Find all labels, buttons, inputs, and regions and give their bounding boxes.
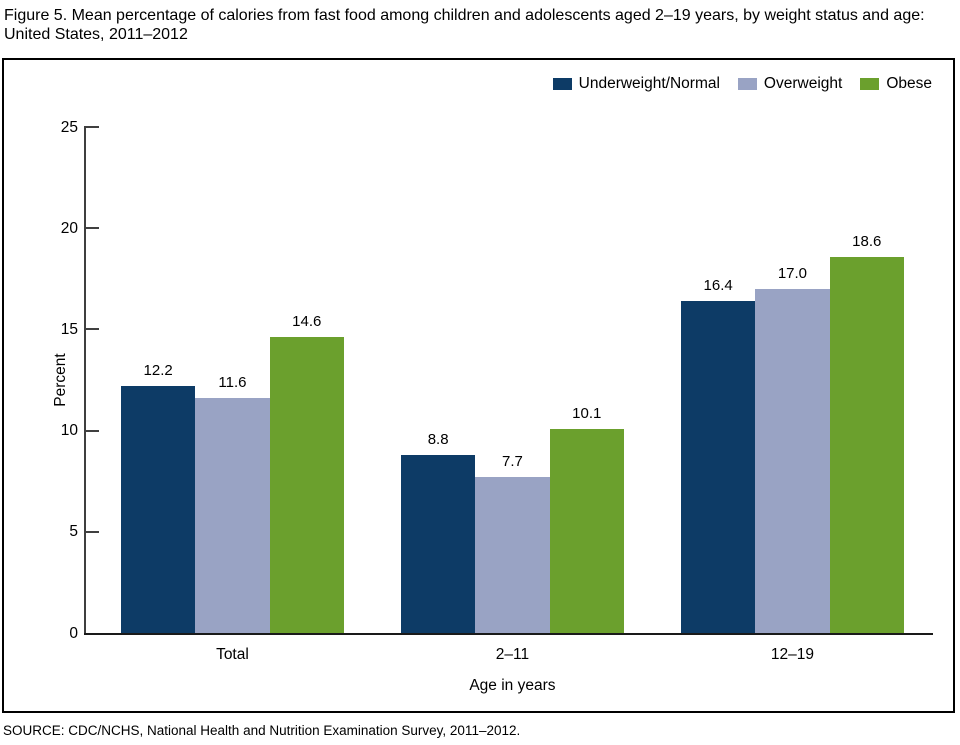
bar [121, 386, 196, 633]
bar-value-label: 8.8 [427, 430, 449, 448]
x-axis-title: Age in years [469, 677, 556, 694]
bar [755, 288, 830, 633]
legend-label: Obese [886, 75, 932, 92]
x-category-label: 12–19 [770, 646, 814, 663]
bar-value-label: 7.7 [502, 453, 523, 471]
bar-value-label: 17.0 [777, 264, 808, 282]
legend-item: Underweight/Normal [552, 75, 720, 93]
x-category-label: 2–11 [495, 646, 530, 663]
legend-label: Underweight/Normal [578, 75, 720, 92]
y-axis-title: Percent [52, 353, 69, 407]
bar-value-label: 12.2 [143, 362, 173, 380]
x-category-label: Total [216, 646, 249, 663]
y-tick [86, 429, 99, 432]
y-tick [86, 530, 99, 533]
y-tick-label: 5 [69, 523, 78, 541]
bar [269, 337, 344, 633]
chart-legend: Underweight/Normal Overweight Obese [552, 75, 932, 93]
legend-swatch [860, 78, 880, 90]
x-axis-line [84, 633, 933, 635]
legend-swatch [552, 78, 572, 90]
bar [549, 428, 624, 633]
legend-swatch [737, 78, 757, 90]
legend-item: Overweight [737, 75, 843, 93]
bar [681, 301, 756, 633]
bar-value-label: 18.6 [852, 232, 882, 250]
y-tick [86, 328, 99, 331]
figure-title: Figure 5. Mean percentage of calories fr… [4, 7, 925, 43]
bar [829, 256, 904, 633]
source-note: SOURCE: CDC/NCHS, National Health and Nu… [3, 723, 521, 738]
bar [195, 398, 270, 633]
bar-value-label: 11.6 [218, 374, 247, 392]
chart-frame: Underweight/Normal Overweight Obese 0 5 10 15… [2, 58, 955, 713]
bar-value-label: 16.4 [703, 277, 733, 295]
y-tick-label: 15 [60, 320, 78, 338]
legend-label: Overweight [763, 75, 843, 92]
bar-value-label: 10.1 [572, 404, 602, 422]
y-tick-label: 25 [60, 118, 78, 136]
legend-item: Obese [860, 75, 932, 93]
y-tick-label: 0 [69, 624, 78, 642]
bar [401, 454, 476, 633]
y-tick-label: 20 [60, 219, 78, 237]
y-axis-line [84, 126, 86, 635]
bar-value-label: 14.6 [292, 313, 322, 331]
y-tick-label: 10 [60, 422, 78, 440]
y-tick [86, 126, 99, 128]
bar [475, 477, 550, 633]
plot-area: 0 5 10 15 20 25 Percent 12.2 11.6 14.6 Total 8.8 7.7… [4, 60, 953, 711]
y-tick [86, 227, 99, 230]
